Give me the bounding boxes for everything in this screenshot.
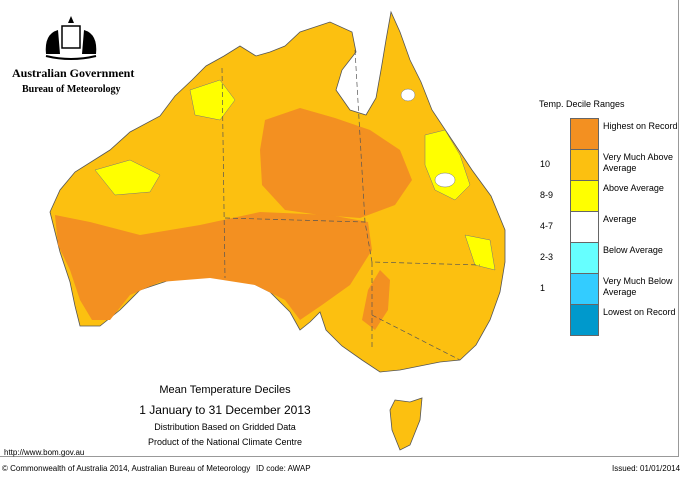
wa-border	[221, 67, 226, 279]
central-highest-on-record-region	[260, 108, 412, 218]
legend-decile-code: 10	[540, 159, 551, 169]
legend-color-swatch	[570, 118, 599, 150]
issued-date: Issued: 01/01/2014	[612, 464, 681, 473]
government-name: Australian Government	[12, 66, 135, 80]
cape-york-average-region	[400, 88, 416, 102]
legend-label: Above Average	[603, 183, 664, 193]
legend-decile-code: 4-7	[540, 221, 554, 231]
sa-highest-on-record-region	[362, 270, 390, 330]
legend-decile-code: 2-3	[540, 252, 554, 262]
map-date-range: 1 January to 31 December 2013	[139, 403, 311, 417]
legend-label: Very Much Below Average	[603, 276, 673, 297]
legend-label: Very Much Above Average	[603, 152, 674, 173]
southwest-highest-on-record-region	[55, 212, 372, 320]
legend-decile-code: 1	[540, 283, 546, 293]
vic-nsw-border	[371, 314, 461, 361]
legend-label: Lowest on Record	[603, 307, 676, 317]
legend-item: 4-7 Average	[540, 211, 680, 243]
legend-decile-code: 8-9	[540, 190, 554, 200]
australia-temperature-map	[49, 10, 506, 451]
qld-average-region	[434, 172, 456, 188]
id-code: ID code: AWAP	[256, 464, 311, 473]
legend-color-swatch	[570, 304, 599, 336]
legend-label: Highest on Record	[603, 121, 678, 131]
qld-border	[354, 49, 481, 266]
bureau-name: Bureau of Meteorology	[22, 84, 121, 95]
legend-color-swatch	[570, 180, 599, 212]
nt-sa-border	[224, 217, 366, 223]
legend-color-swatch	[570, 242, 599, 274]
copyright: © Commonwealth of Australia 2014, Austra…	[2, 464, 251, 473]
tasmania	[389, 397, 423, 451]
legend-item: Lowest on Record	[540, 304, 680, 336]
map-product-note: Product of the National Climate Centre	[147, 437, 303, 447]
legend-item: 1 Very Much Below Average	[540, 273, 680, 305]
map-frame	[0, 0, 679, 457]
legend-item: 2-3 Below Average	[540, 242, 680, 274]
legend-title: Temp. Decile Ranges	[539, 99, 625, 109]
nsw-above-average-region	[464, 234, 496, 271]
map-title: Mean Temperature Deciles	[159, 384, 291, 396]
legend-label: Below Average	[603, 245, 663, 255]
bom-url-link[interactable]: http://www.bom.gov.au	[4, 448, 85, 457]
map-subtitle: Distribution Based on Gridded Data	[154, 422, 296, 432]
coat-of-arms-logo	[8, 14, 133, 69]
kimberley-above-average-region	[94, 159, 161, 196]
legend-color-swatch	[570, 273, 599, 305]
legend-color-swatch	[570, 211, 599, 243]
north-above-average-region	[189, 79, 236, 121]
legend-item: 8-9 Above Average	[540, 180, 680, 212]
legend-color-swatch	[570, 149, 599, 181]
legend-label: Average	[603, 214, 637, 224]
legend-item: Highest on Record	[540, 118, 680, 150]
legend-item: 10 Very Much Above Average	[540, 149, 680, 181]
